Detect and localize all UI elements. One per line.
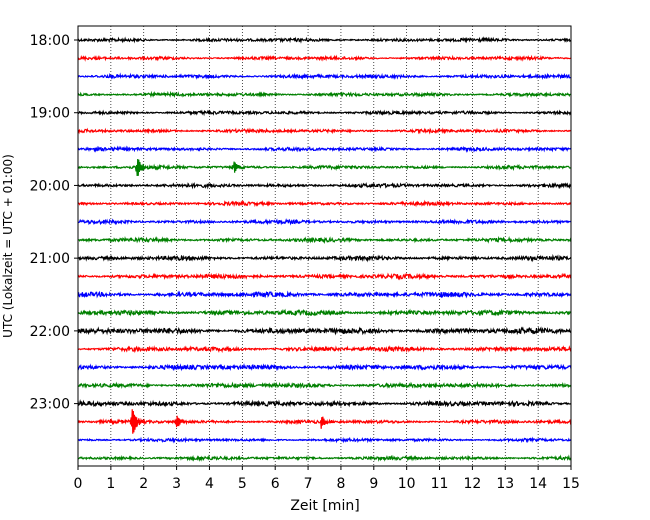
x-tick-label-14: 14 — [529, 476, 547, 492]
trace-line-4 — [77, 109, 572, 117]
trace-line-7 — [77, 158, 572, 176]
y-tick-label-19:00: 19:00 — [30, 106, 70, 122]
y-tick-label-20:00: 20:00 — [30, 178, 70, 194]
x-axis-label: Zeit [min] — [290, 498, 359, 514]
trace-line-19 — [77, 381, 572, 390]
x-tick-label-11: 11 — [431, 476, 449, 492]
trace-line-8 — [77, 182, 572, 190]
trace-line-12 — [77, 253, 572, 263]
trace-line-18 — [77, 363, 572, 372]
y-tick-label-23:00: 23:00 — [30, 397, 70, 413]
x-tick-label-5: 5 — [238, 476, 247, 492]
trace-line-3 — [77, 90, 572, 99]
trace-line-10 — [77, 218, 572, 226]
plot-frame — [77, 25, 572, 467]
y-axis-label: UTC (Lokalzeit = UTC + 01:00) — [1, 154, 15, 338]
trace-line-17 — [77, 344, 572, 354]
x-axis: 0 1 2 3 4 5 6 7 8 9 10 11 12 13 14 15 — [74, 466, 580, 492]
x-tick-label-2: 2 — [139, 476, 148, 492]
trace-line-13 — [77, 272, 572, 281]
y-tick-label-22:00: 22:00 — [30, 324, 70, 340]
trace-line-6 — [77, 145, 572, 153]
x-tick-label-7: 7 — [304, 476, 313, 492]
trace-line-9 — [77, 199, 572, 208]
x-tick-label-9: 9 — [369, 476, 378, 492]
x-tick-label-6: 6 — [271, 476, 280, 492]
y-tick-label-18:00: 18:00 — [30, 33, 70, 49]
trace-line-22 — [77, 436, 572, 444]
trace-line-21 — [77, 409, 572, 434]
trace-line-11 — [77, 235, 572, 245]
trace-line-20 — [77, 399, 572, 408]
x-tick-label-13: 13 — [496, 476, 514, 492]
trace-line-23 — [77, 454, 572, 462]
grid-layer — [110, 26, 539, 466]
trace-line-5 — [77, 127, 572, 135]
x-tick-label-3: 3 — [172, 476, 181, 492]
trace-line-16 — [77, 326, 572, 336]
trace-line-2 — [77, 72, 572, 80]
x-tick-label-15: 15 — [562, 476, 580, 492]
trace-line-0 — [77, 36, 572, 44]
traces-layer — [77, 36, 572, 462]
trace-line-15 — [77, 308, 572, 317]
x-tick-label-12: 12 — [463, 476, 481, 492]
trace-line-1 — [77, 54, 572, 62]
x-tick-label-1: 1 — [106, 476, 115, 492]
x-tick-label-8: 8 — [336, 476, 345, 492]
trace-line-14 — [77, 290, 572, 299]
x-tick-label-0: 0 — [74, 476, 83, 492]
y-tick-label-21:00: 21:00 — [30, 251, 70, 267]
y-axis: 18:00 19:00 20:00 21:00 22:00 23:00 — [30, 33, 78, 413]
x-tick-label-10: 10 — [398, 476, 416, 492]
x-tick-label-4: 4 — [205, 476, 214, 492]
